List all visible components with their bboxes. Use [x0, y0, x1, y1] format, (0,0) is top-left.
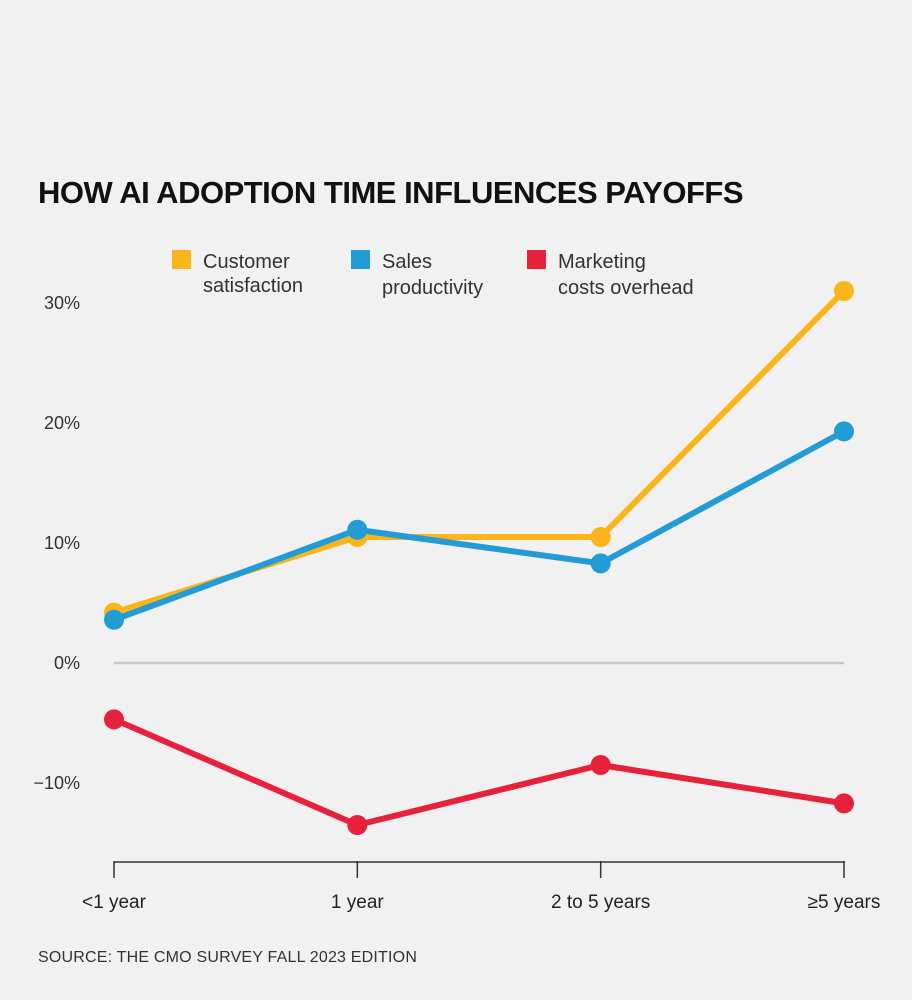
source-note: SOURCE: THE CMO SURVEY FALL 2023 EDITION — [38, 949, 417, 966]
y-tick-label-30: 30% — [44, 293, 80, 313]
point-marketing-costs-overhead-1-year — [347, 815, 368, 835]
x-axis: <1 year 1 year 2 to 5 years ≥5 years — [82, 861, 880, 913]
point-customer-satisfaction-gte-5-years — [834, 281, 854, 301]
point-marketing-costs-overhead-lt-1-year — [104, 709, 124, 730]
series-customer-satisfaction — [104, 281, 854, 623]
y-tick-label-minus-10: −10% — [33, 773, 80, 793]
x-tick-label-lt-1-year: <1 year — [82, 892, 147, 913]
legend-label-customer-satisfaction-line2: satisfaction — [203, 275, 303, 297]
point-sales-productivity-1-year — [347, 519, 368, 540]
point-sales-productivity-2-to-5-years — [590, 553, 611, 574]
point-marketing-costs-overhead-gte-5-years — [834, 793, 854, 814]
legend-label-sales-productivity-line2: productivity — [382, 277, 483, 299]
legend-label-marketing-costs-overhead-line1: Marketing — [558, 251, 646, 273]
legend-item-sales-productivity: Sales productivity — [351, 250, 483, 299]
y-tick-label-0: 0% — [54, 653, 80, 673]
legend-label-marketing-costs-overhead-line2: costs overhead — [558, 277, 694, 299]
y-tick-label-20: 20% — [44, 413, 80, 433]
x-tick-label-1-year: 1 year — [331, 892, 384, 913]
series-line-marketing-costs-overhead — [111, 716, 847, 828]
series-marketing-costs-overhead — [104, 709, 854, 835]
point-sales-productivity-gte-5-years — [834, 421, 854, 442]
legend-label-sales-productivity-line1: Sales — [382, 251, 432, 273]
legend-swatch-sales-productivity — [351, 250, 370, 269]
legend: Customer satisfaction Sales productivity… — [172, 250, 694, 299]
x-tick-label-gte-5-years: ≥5 years — [808, 892, 881, 913]
series-layer — [104, 281, 854, 835]
series-line-sales-productivity — [111, 428, 847, 623]
x-tick-label-2-to-5-years: 2 to 5 years — [551, 892, 650, 913]
legend-item-marketing-costs-overhead: Marketing costs overhead — [527, 250, 694, 299]
y-tick-label-10: 10% — [44, 533, 80, 553]
point-sales-productivity-lt-1-year — [104, 609, 124, 630]
legend-item-customer-satisfaction: Customer satisfaction — [172, 250, 303, 297]
chart-title: HOW AI ADOPTION TIME INFLUENCES PAYOFFS — [38, 175, 743, 210]
point-customer-satisfaction-2-to-5-years — [590, 527, 611, 547]
point-marketing-costs-overhead-2-to-5-years — [590, 755, 611, 775]
y-axis-ticks: 30% 20% 10% 0% −10% — [33, 293, 80, 793]
legend-swatch-marketing-costs-overhead — [527, 250, 546, 269]
legend-swatch-customer-satisfaction — [172, 250, 191, 269]
legend-label-customer-satisfaction-line1: Customer — [203, 251, 290, 273]
series-sales-productivity — [104, 421, 854, 630]
series-line-customer-satisfaction — [111, 288, 847, 616]
